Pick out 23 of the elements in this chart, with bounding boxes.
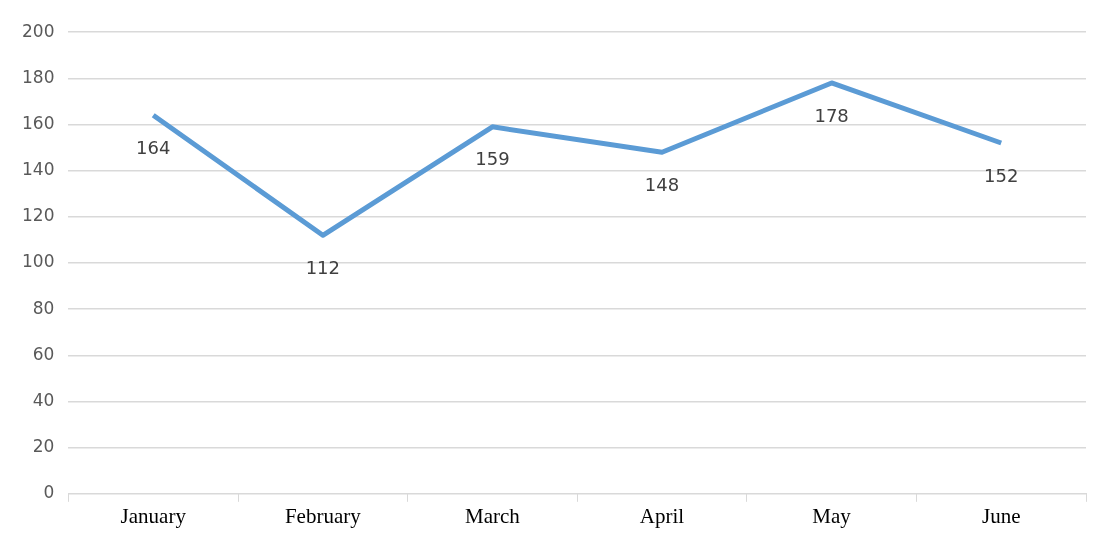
y-tick-label: 20 bbox=[32, 436, 55, 457]
y-tick-label: 0 bbox=[43, 482, 55, 503]
data-label: 152 bbox=[984, 164, 1019, 186]
y-tick-label: 160 bbox=[21, 112, 55, 133]
y-tick-label: 180 bbox=[21, 66, 55, 87]
x-tick-label: February bbox=[284, 503, 362, 528]
data-label: 148 bbox=[644, 173, 680, 195]
data-label: 159 bbox=[475, 148, 510, 170]
x-tick-label: January bbox=[120, 503, 187, 528]
y-tick-label: 60 bbox=[32, 343, 55, 364]
y-tick-label: 40 bbox=[32, 389, 55, 410]
y-tick-label: 140 bbox=[21, 159, 55, 180]
data-label: 112 bbox=[305, 256, 341, 278]
x-tick-label: April bbox=[639, 503, 685, 528]
data-label: 164 bbox=[136, 136, 171, 158]
x-tick-label: June bbox=[981, 503, 1021, 528]
x-tick-label: March bbox=[465, 503, 521, 528]
y-tick-label: 120 bbox=[21, 205, 55, 226]
x-tick-label: May bbox=[812, 503, 852, 528]
y-tick-label: 80 bbox=[32, 297, 55, 318]
y-tick-label: 200 bbox=[21, 20, 55, 41]
y-tick-label: 100 bbox=[21, 251, 55, 272]
data-label: 178 bbox=[814, 104, 849, 126]
